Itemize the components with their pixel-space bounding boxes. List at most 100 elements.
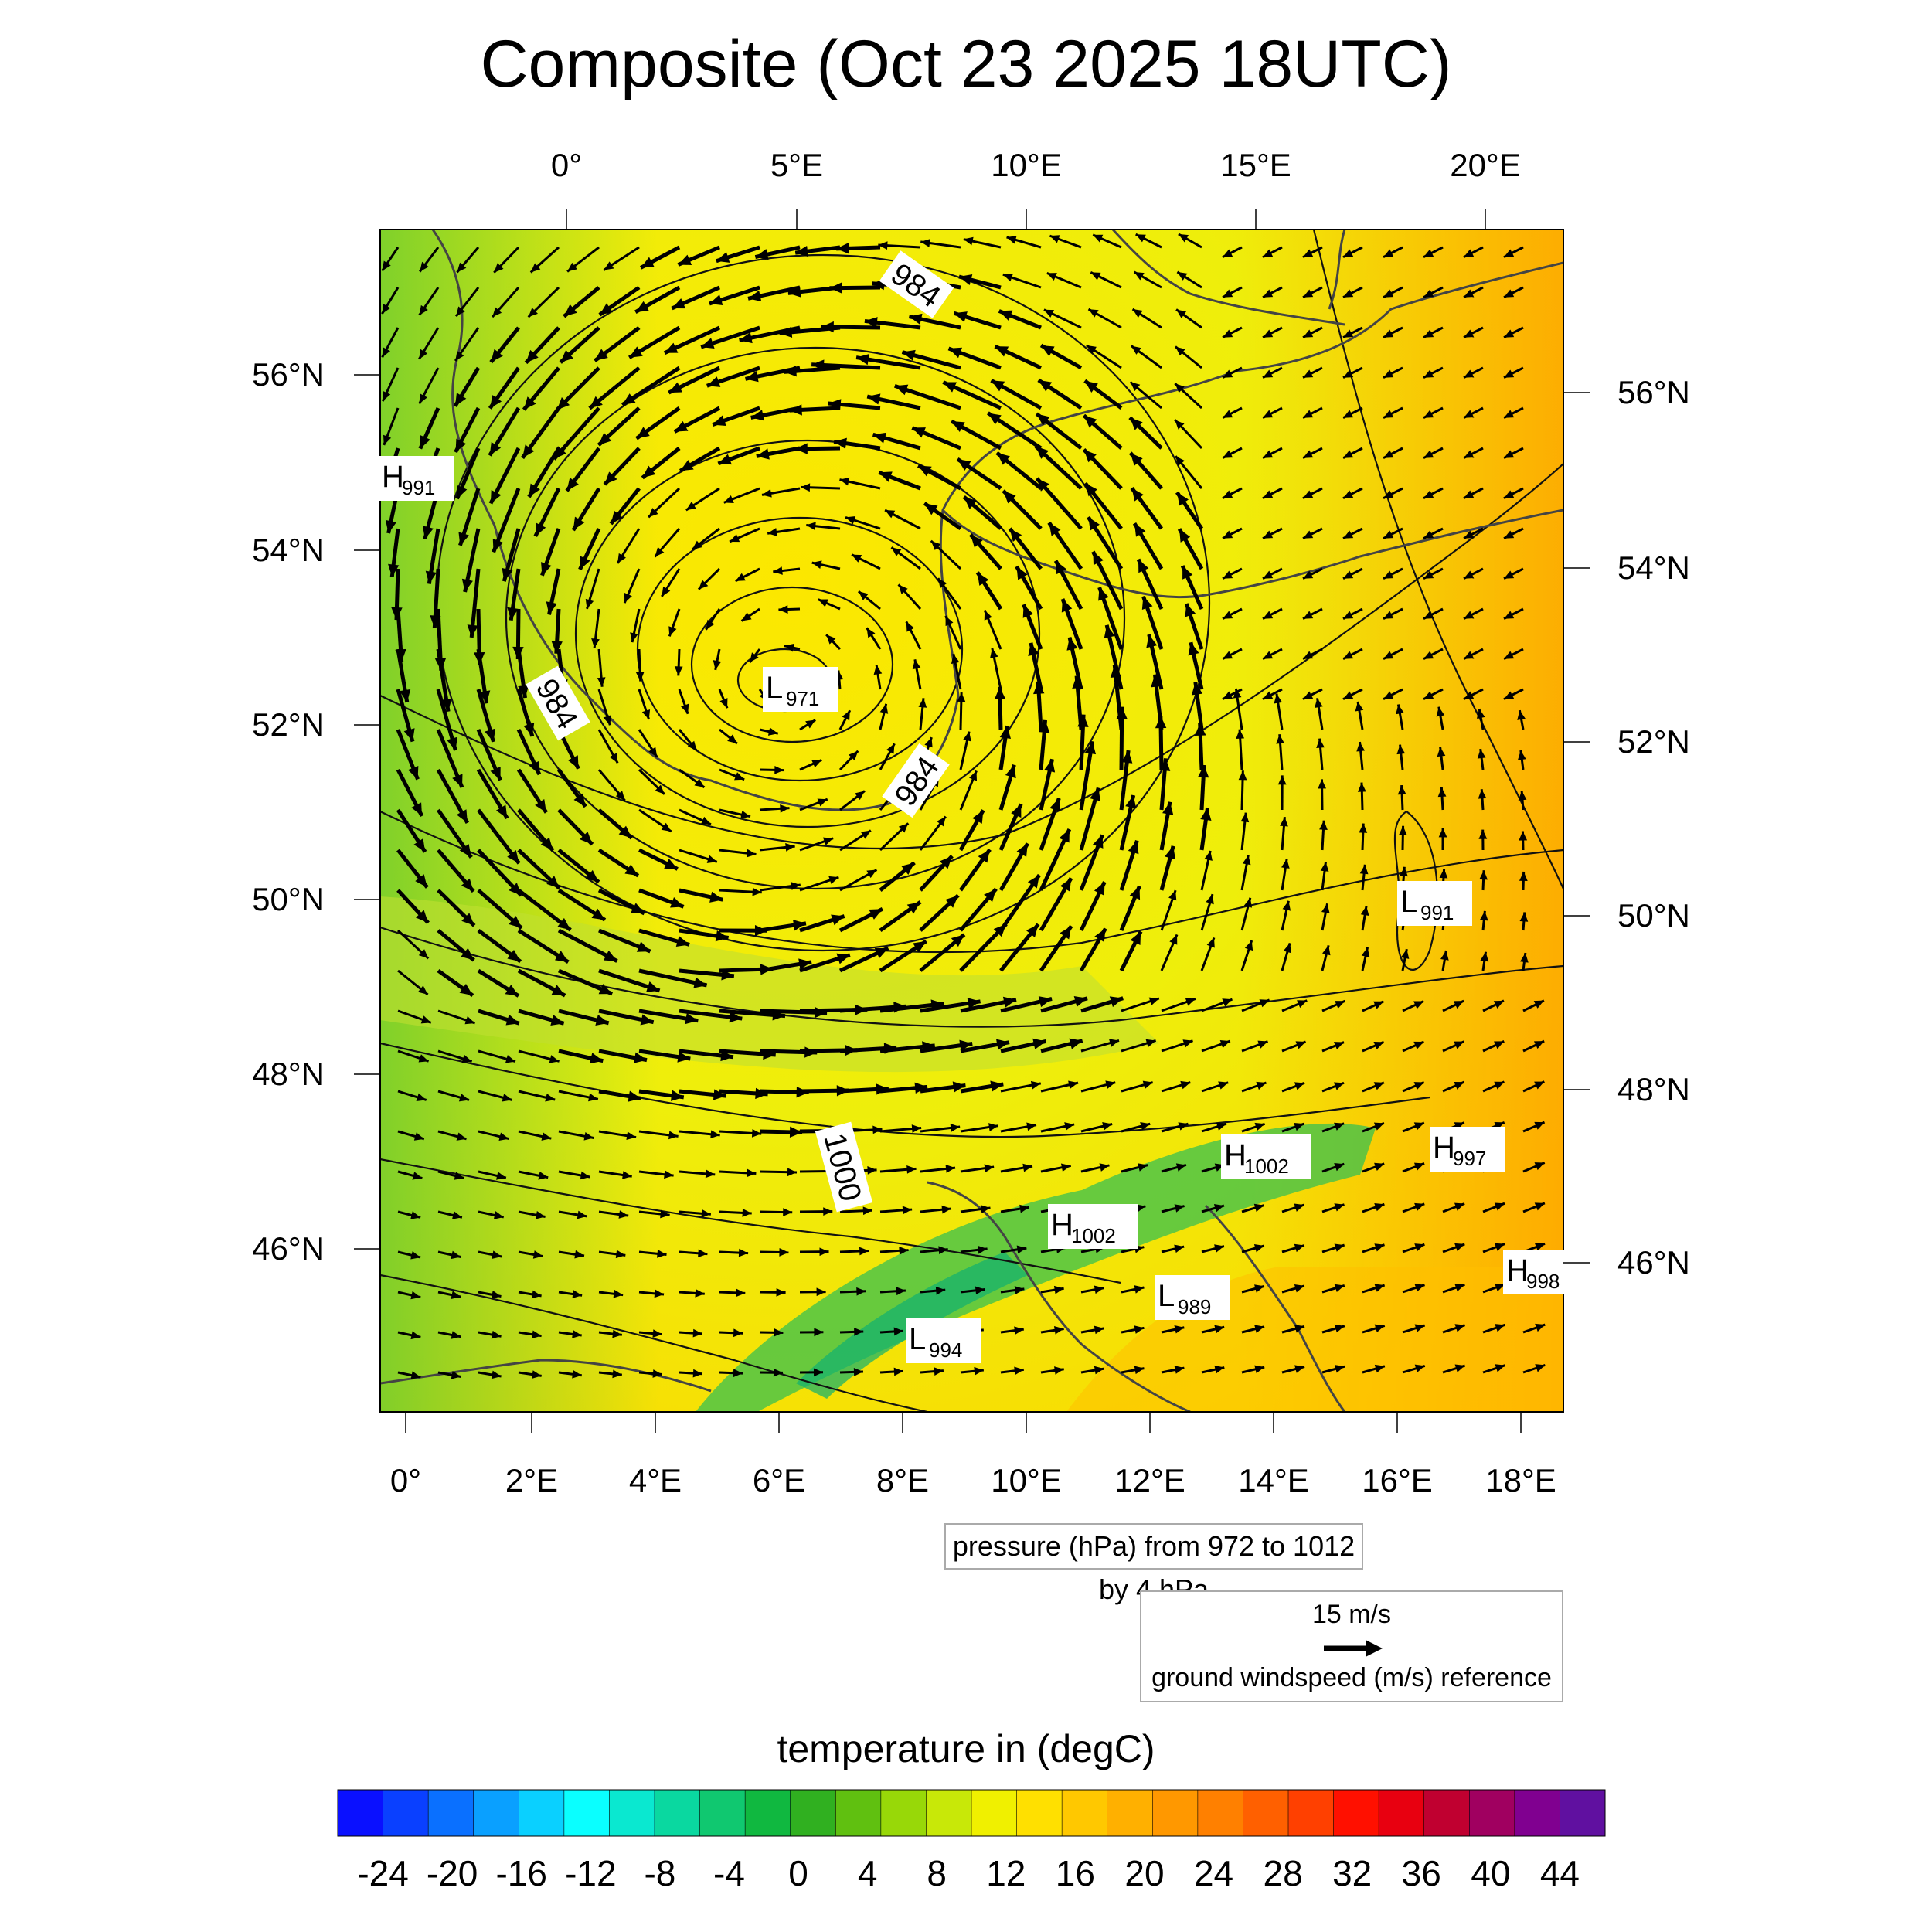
wind-arrow <box>1241 1243 1265 1253</box>
wind-arrow <box>679 1009 743 1023</box>
wind-arrow <box>1281 900 1291 931</box>
colorbar-swatch <box>1514 1790 1560 1836</box>
wind-arrow <box>879 939 927 973</box>
wind-arrow <box>628 325 681 359</box>
wind-arrow <box>960 1164 995 1173</box>
wind-arrow <box>920 1039 973 1053</box>
wind-arrow <box>784 365 841 377</box>
wind-arrow <box>1222 246 1243 259</box>
wind-arrow <box>1321 1284 1345 1294</box>
wind-arrow <box>476 689 496 743</box>
wind-arrow <box>963 236 1002 249</box>
wind-arrow <box>1402 1081 1425 1093</box>
wind-arrow <box>1482 1080 1505 1093</box>
wind-reference-box: 15 m/s ground windspeed (m/s) reference <box>1140 1590 1563 1702</box>
wind-arrow <box>598 1049 648 1063</box>
wind-arrow <box>1174 383 1203 410</box>
wind-arrow <box>1503 447 1524 460</box>
wind-arrow <box>1321 944 1331 971</box>
wind-arrow <box>1121 1285 1145 1294</box>
wind-arrow <box>1033 681 1045 730</box>
wind-arrow <box>558 1250 585 1259</box>
isobar <box>380 811 1563 954</box>
wind-arrow <box>518 1090 556 1102</box>
colorbar-swatch <box>1016 1790 1063 1836</box>
wind-arrow <box>1119 930 1143 972</box>
colorbar-swatch <box>473 1790 519 1836</box>
wind-arrow <box>866 393 921 410</box>
wind-arrow <box>668 608 681 637</box>
wind-arrow <box>719 768 745 781</box>
wind-arrow <box>638 689 651 720</box>
wind-arrow <box>1240 855 1251 891</box>
colorbar-tick-label: 16 <box>1056 1853 1095 1893</box>
wind-arrow <box>396 689 415 743</box>
wind-arrow <box>958 848 992 892</box>
wind-arrow <box>923 502 962 531</box>
svg-text:H: H <box>1051 1208 1073 1242</box>
svg-text:H: H <box>1433 1131 1455 1165</box>
wind-arrow <box>1039 876 1073 932</box>
wind-arrow <box>1522 999 1545 1012</box>
wind-arrow <box>920 1367 944 1376</box>
wind-arrow <box>1281 859 1290 891</box>
pressure-center-label: L 991 <box>1397 881 1472 926</box>
wind-arrow <box>1022 604 1043 650</box>
svg-text:L: L <box>766 671 783 705</box>
wind-arrow <box>1383 366 1403 379</box>
wind-arrow <box>524 326 560 365</box>
wind-arrow <box>648 487 681 519</box>
wind-arrow <box>1000 1366 1024 1376</box>
wind-arrow <box>821 321 881 333</box>
wind-arrow <box>588 366 641 410</box>
colorbar-tick-label: 4 <box>858 1853 878 1893</box>
wind-arrow <box>1241 1081 1267 1093</box>
colorbar-swatch <box>1197 1790 1243 1836</box>
wind-arrow <box>1161 998 1196 1012</box>
wind-arrow <box>919 815 947 851</box>
wind-arrow <box>1161 1080 1191 1093</box>
wind-arrow <box>1423 527 1444 540</box>
wind-arrow <box>396 889 430 924</box>
wind-arrow <box>381 367 400 402</box>
wind-arrow <box>1080 1163 1110 1173</box>
wind-arrow <box>679 849 718 863</box>
wind-arrow <box>759 1208 793 1216</box>
wind-arrow <box>1423 487 1444 500</box>
wind-arrow <box>1201 1122 1227 1133</box>
wind-arrow <box>960 1366 985 1376</box>
wind-arrow <box>959 770 978 811</box>
wind-arrow <box>879 1327 904 1336</box>
wind-arrow <box>1442 1324 1465 1334</box>
wind-arrow <box>1077 714 1089 770</box>
wind-arrow <box>1159 801 1174 851</box>
wind-arrow <box>1121 997 1160 1012</box>
wind-arrow <box>1321 1243 1345 1253</box>
wind-arrow <box>478 1370 502 1379</box>
wind-arrow <box>517 808 555 852</box>
wind-arrow <box>516 648 529 699</box>
bottom-lon-label: 16°E <box>1362 1462 1433 1498</box>
wind-arrow <box>789 404 841 416</box>
colorbar-swatch <box>563 1790 610 1836</box>
wind-arrow <box>879 1287 906 1296</box>
wind-arrow <box>1463 447 1484 460</box>
wind-arrow <box>920 1124 961 1133</box>
wind-arrow <box>836 243 881 254</box>
wind-arrow <box>947 346 1002 370</box>
wind-arrow <box>1200 893 1214 931</box>
wind-arrow <box>1087 308 1122 329</box>
wind-arrow <box>1128 416 1163 450</box>
wind-arrow <box>1402 1243 1425 1253</box>
colorbar-swatch <box>1423 1790 1470 1836</box>
wind-arrow <box>1092 233 1122 249</box>
wind-arrow <box>679 446 721 473</box>
wind-arrow <box>878 470 921 491</box>
wind-arrow <box>396 808 427 853</box>
wind-arrow <box>517 889 572 932</box>
wind-arrow <box>1233 688 1243 730</box>
wind-arrow <box>1222 648 1243 661</box>
wind-arrow <box>638 1170 674 1179</box>
wind-arrow <box>920 1286 946 1295</box>
